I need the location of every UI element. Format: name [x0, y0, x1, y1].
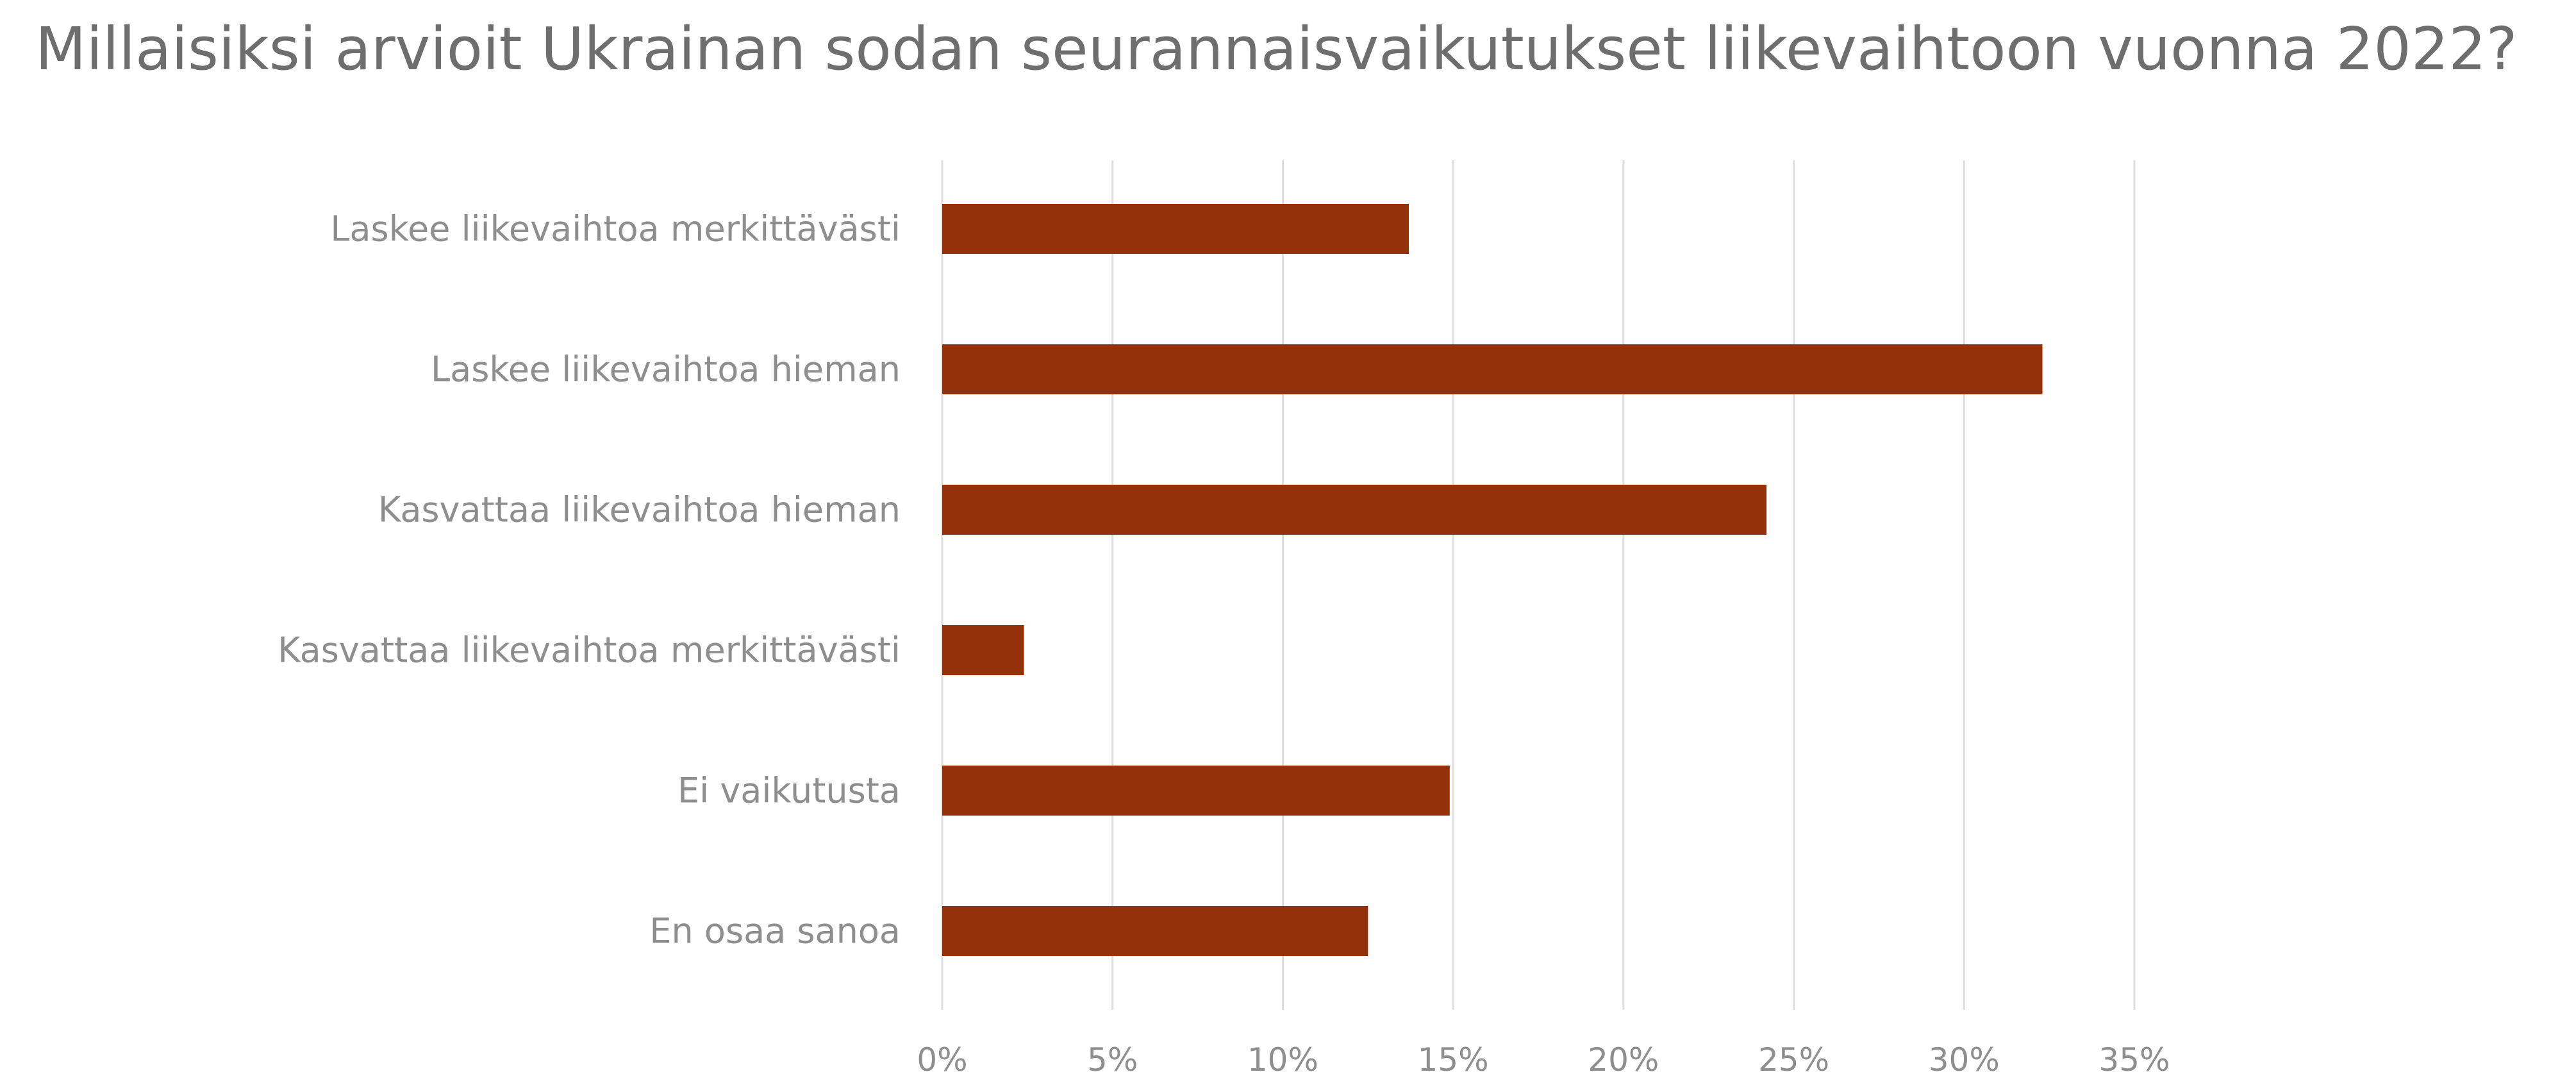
x-tick-label: 10% [1247, 1041, 1318, 1078]
bar [942, 204, 1409, 254]
bar [942, 485, 1767, 535]
x-tick-label: 0% [917, 1041, 967, 1078]
bar [942, 906, 1368, 956]
category-label: Kasvattaa liikevaihtoa merkittävästi [278, 630, 901, 671]
x-tick-label: 5% [1087, 1041, 1138, 1078]
x-tick-label: 30% [1929, 1041, 2000, 1078]
gridlines [941, 160, 2136, 1010]
bars [942, 204, 2043, 956]
category-labels: Laskee liikevaihtoa merkittävästi Laskee … [278, 209, 901, 952]
category-label: Ei vaikutusta [677, 771, 901, 811]
bar [942, 625, 1024, 675]
category-label: Laskee liikevaihtoa hieman [431, 349, 901, 390]
bar [942, 766, 1450, 816]
x-tick-label: 20% [1588, 1041, 1659, 1078]
category-label: Kasvattaa liikevaihtoa hieman [378, 490, 901, 530]
x-tick-label: 35% [2098, 1041, 2170, 1078]
chart-title: Millaisiksi arvioit Ukrainan sodan seura… [35, 15, 2518, 83]
x-axis-tick-labels: 0% 5% 10% 15% 20% 25% 30% 35% [917, 1041, 2170, 1078]
bar [942, 344, 2043, 394]
category-label: Laskee liikevaihtoa merkittävästi [330, 209, 901, 249]
category-label: En osaa sanoa [649, 911, 901, 952]
x-tick-label: 15% [1418, 1041, 1489, 1078]
x-tick-label: 25% [1758, 1041, 1829, 1078]
